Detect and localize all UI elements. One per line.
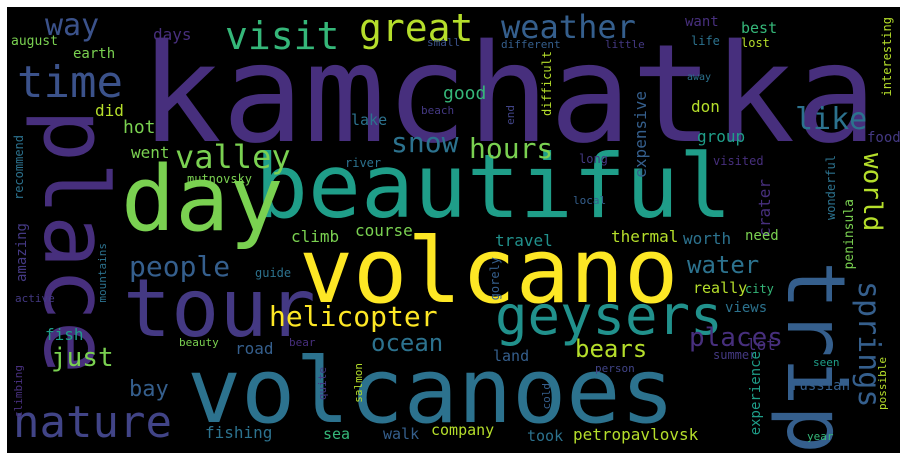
word-active: active: [15, 292, 55, 305]
word-river: river: [345, 156, 382, 170]
word-worth: worth: [683, 229, 732, 248]
word-course: course: [355, 221, 413, 240]
word-visited: visited: [713, 154, 764, 168]
word-weather: weather: [501, 8, 636, 46]
word-quite: quite: [316, 367, 329, 401]
word-kamchatka: kamchatka: [140, 16, 877, 174]
word-earth: earth: [73, 46, 116, 62]
word-beauty: beauty: [179, 336, 219, 349]
word-little: little: [605, 38, 645, 51]
word-year: year: [807, 430, 834, 443]
word-food: food: [867, 130, 900, 146]
word-way: way: [45, 8, 100, 43]
word-sea: sea: [323, 425, 351, 443]
word-thermal: thermal: [611, 227, 679, 246]
word-went: went: [131, 143, 170, 162]
word-experience: experience: [748, 351, 764, 436]
word-days: days: [153, 25, 192, 44]
word-recommend: recommend: [12, 135, 26, 201]
word-ocean: ocean: [371, 329, 444, 357]
word-really: really: [693, 279, 748, 297]
word-trip: trip: [769, 261, 862, 453]
word-gorely: gorely: [488, 257, 502, 301]
word-views: views: [725, 300, 768, 316]
word-small: small: [427, 36, 461, 49]
word-amazing: amazing: [14, 223, 30, 283]
word-interesting: interesting: [880, 17, 894, 97]
word-end: end: [504, 105, 517, 125]
word-great: great: [359, 7, 474, 50]
word-walk: walk: [383, 425, 420, 443]
word-hot: hot: [123, 117, 156, 138]
word-lake: lake: [351, 111, 388, 129]
word-good: good: [443, 83, 487, 104]
word-lost: lost: [741, 36, 770, 50]
word-road: road: [235, 339, 274, 358]
word-fishing: fishing: [205, 423, 273, 442]
word-person: person: [595, 362, 635, 375]
word-russian: russian: [791, 378, 851, 394]
word-mountains: mountains: [96, 243, 109, 303]
word-volcanoes: volcanoes: [187, 339, 675, 444]
word-travel: travel: [495, 231, 553, 250]
word-best: best: [741, 19, 778, 37]
word-difficult: difficult: [540, 51, 554, 117]
word-possible: possible: [876, 357, 889, 410]
word-different: different: [501, 38, 561, 51]
word-people: people: [129, 250, 231, 283]
word-company: company: [431, 421, 495, 439]
word-need: need: [745, 228, 779, 244]
word-long: long: [579, 152, 608, 166]
word-bay: bay: [129, 377, 169, 402]
word-world: world: [857, 153, 887, 232]
word-day: day: [121, 147, 284, 252]
word-water: water: [687, 251, 760, 279]
word-did: did: [95, 101, 124, 120]
word-away: away: [687, 72, 712, 83]
word-peninsula: peninsula: [842, 199, 857, 270]
word-want: want: [685, 14, 719, 30]
word-mutnovsky: mutnovsky: [187, 172, 253, 186]
word-snow: snow: [391, 126, 459, 159]
word-springs: springs: [851, 281, 886, 408]
word-life: life: [691, 34, 720, 48]
word-beach: beach: [421, 104, 455, 117]
word-bears: bears: [575, 335, 648, 363]
word-places: places: [689, 323, 783, 353]
word-cloud: kamchatka volcanoes volcano beautiful da…: [7, 7, 900, 453]
word-don: don: [691, 97, 720, 116]
word-lot: lot: [747, 335, 776, 354]
word-guide: guide: [255, 266, 292, 280]
word-summer: summer: [713, 348, 757, 362]
word-land: land: [493, 347, 530, 365]
word-group: group: [697, 127, 746, 146]
word-helicopter: helicopter: [269, 300, 438, 333]
word-expensive: expensive: [631, 91, 650, 178]
word-took: took: [527, 427, 564, 445]
word-bear: bear: [289, 336, 316, 349]
word-geysers: geysers: [495, 284, 723, 347]
word-wonderful: wonderful: [824, 155, 838, 221]
word-nature: nature: [13, 397, 172, 448]
word-salmon: salmon: [352, 363, 365, 403]
word-climb: climb: [291, 227, 340, 246]
word-visit: visit: [225, 14, 340, 58]
word-august: august: [11, 34, 58, 49]
word-cold: cold: [540, 383, 553, 410]
word-time: time: [17, 57, 123, 108]
word-volcano: volcano: [299, 219, 679, 324]
word-fish: fish: [45, 325, 84, 344]
word-like: like: [795, 102, 868, 137]
word-hours: hours: [469, 132, 554, 165]
word-beautiful: beautiful: [255, 135, 732, 238]
word-place: place: [24, 109, 127, 374]
word-tour: tour: [123, 262, 316, 355]
word-local: local: [573, 194, 607, 207]
word-valley: valley: [175, 138, 291, 176]
word-seen: seen: [813, 356, 840, 369]
word-petropavlovsk: petropavlovsk: [573, 425, 699, 444]
word-city: city: [745, 282, 774, 296]
word-just: just: [51, 343, 114, 373]
word-climbing: climbing: [12, 365, 25, 418]
